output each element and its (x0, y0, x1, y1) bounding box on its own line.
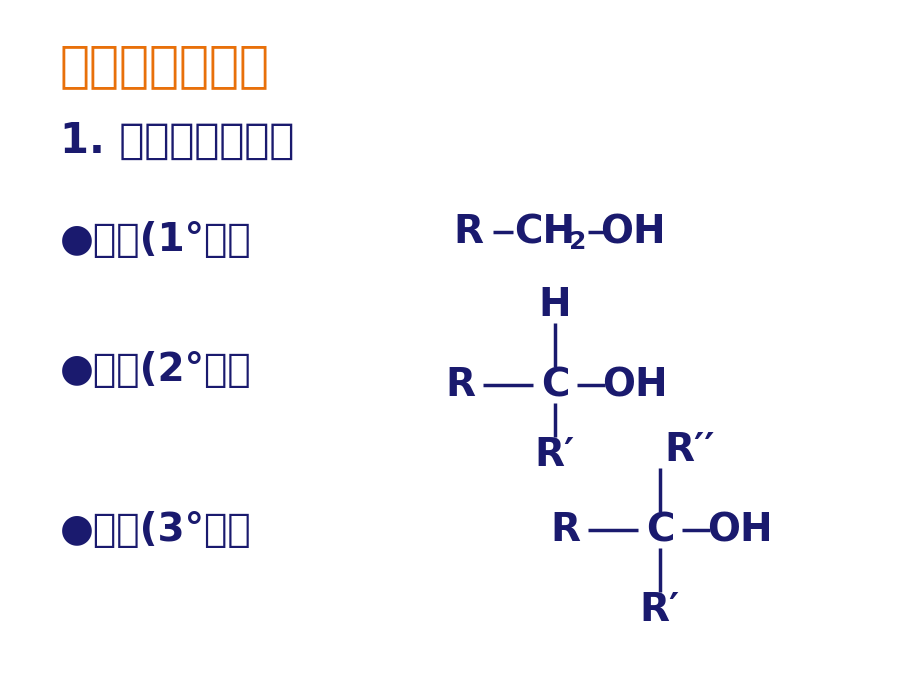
Text: R′: R′ (534, 436, 574, 474)
Text: ●叔醇(3°醇）: ●叔醇(3°醇） (60, 511, 252, 549)
Text: C: C (645, 511, 674, 549)
Text: C: C (540, 366, 569, 404)
Text: （二）醇的分类: （二）醇的分类 (60, 42, 269, 90)
Text: H: H (539, 286, 571, 324)
Text: 2: 2 (569, 230, 586, 254)
Text: R: R (445, 366, 474, 404)
Text: OH: OH (707, 511, 772, 549)
Text: OH: OH (602, 366, 667, 404)
Text: R: R (452, 213, 482, 251)
Text: R: R (550, 511, 579, 549)
Text: ●伯醇(1°醇）: ●伯醇(1°醇） (60, 221, 252, 259)
Text: R′: R′ (640, 591, 679, 629)
Text: 1. 按碳原子的类型: 1. 按碳原子的类型 (60, 120, 294, 162)
Text: OH: OH (599, 213, 665, 251)
Text: ●仲醇(2°醇）: ●仲醇(2°醇） (60, 351, 252, 389)
Text: CH: CH (514, 213, 575, 251)
Text: R′′: R′′ (664, 431, 714, 469)
